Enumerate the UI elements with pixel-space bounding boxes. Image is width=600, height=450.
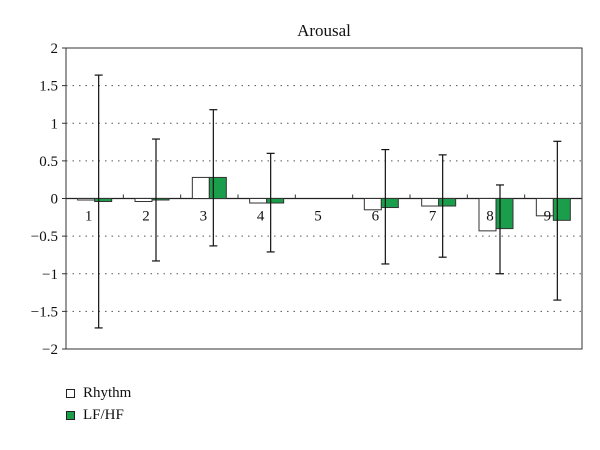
bar-lfhf-7 xyxy=(438,198,457,207)
chart-title: Arousal xyxy=(297,21,351,40)
bar-rhythm-7 xyxy=(421,198,440,207)
arousal-chart: Arousal 2 1.5 1 0.5 0 −0.5 −1 −1.5 −2 1 2 3 4 5 6 7 8 9 xyxy=(31,21,583,358)
legend-item-lfhf: LF/HF xyxy=(66,404,131,426)
bar-lfhf-4 xyxy=(266,198,285,204)
legend-swatch-rhythm xyxy=(66,388,75,398)
bar-lfhf-8 xyxy=(495,198,514,230)
y-tick-label: −1 xyxy=(42,267,58,283)
bar-lfhf-2 xyxy=(151,198,170,201)
bars xyxy=(77,176,571,232)
x-tick-label: 1 xyxy=(85,209,93,225)
error-bars xyxy=(94,74,562,329)
x-tick-label: 9 xyxy=(544,209,552,225)
y-tick-label: −1.5 xyxy=(31,304,58,320)
bar-lfhf-6 xyxy=(380,198,399,209)
y-axis: 2 1.5 1 0.5 0 −0.5 −1 −1.5 −2 xyxy=(31,41,66,358)
bar-lfhf-1 xyxy=(94,198,113,203)
y-tick-label: 0 xyxy=(51,192,59,208)
legend-item-rhythm: Rhythm xyxy=(66,382,131,404)
x-tick-label: 3 xyxy=(200,209,208,225)
y-tick-label: 1 xyxy=(51,116,59,132)
x-tick-label: 6 xyxy=(372,209,380,225)
legend-label-rhythm: Rhythm xyxy=(83,384,132,401)
legend: Rhythm LF/HF xyxy=(66,382,131,426)
bar-rhythm-2 xyxy=(134,198,153,203)
plot-frame xyxy=(65,47,583,350)
bar-rhythm-3 xyxy=(191,176,210,199)
x-tick-label: 7 xyxy=(429,209,437,225)
bar-lfhf-9 xyxy=(552,198,571,221)
x-tick-label: 4 xyxy=(257,209,265,225)
y-tick-label: 2 xyxy=(51,41,59,57)
x-tick-label: 8 xyxy=(486,209,494,225)
y-tick-label: 1.5 xyxy=(39,79,58,95)
x-tick-label: 2 xyxy=(142,209,150,225)
x-tick-label: 5 xyxy=(314,209,322,225)
y-tick-label: 0.5 xyxy=(39,154,58,170)
y-tick-label: −2 xyxy=(42,342,58,358)
y-tick-label: −0.5 xyxy=(31,229,58,245)
bar-rhythm-4 xyxy=(249,198,268,204)
legend-swatch-lfhf xyxy=(66,410,75,420)
bar-rhythm-1 xyxy=(77,198,96,201)
x-tick-labels: 1 2 3 4 5 6 7 8 9 xyxy=(85,209,551,225)
legend-label-lfhf: LF/HF xyxy=(83,406,124,423)
bar-lfhf-3 xyxy=(208,176,227,199)
